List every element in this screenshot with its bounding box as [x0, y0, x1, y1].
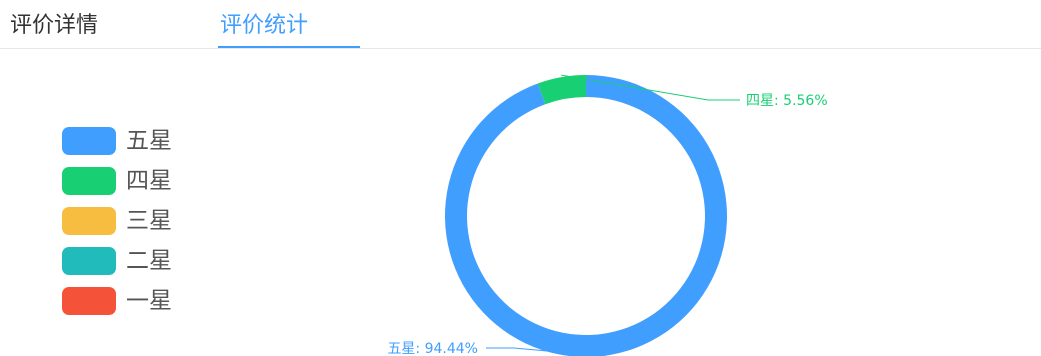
tab-review-statistics[interactable]: 评价统计	[220, 13, 309, 38]
legend-label-five-star: 五星	[126, 128, 172, 154]
legend-item-two-star[interactable]: 二星	[62, 246, 222, 276]
legend-label-one-star: 一星	[126, 288, 172, 314]
legend-item-one-star[interactable]: 一星	[62, 286, 222, 316]
slice-callouts: 五星: 94.44% 四星: 5.56%	[387, 74, 828, 356]
legend-label-two-star: 二星	[126, 248, 172, 274]
slice-label-five-star: 五星: 94.44%	[387, 341, 478, 356]
slice-label-four-star: 四星: 5.56%	[746, 93, 828, 109]
donut-slice-0[interactable]	[445, 75, 727, 356]
legend-item-three-star[interactable]: 三星	[62, 206, 222, 236]
legend-swatch-one-star	[62, 287, 116, 315]
legend-swatch-five-star	[62, 127, 116, 155]
legend-item-five-star[interactable]: 五星	[62, 126, 222, 156]
donut-slice-1[interactable]	[537, 75, 586, 105]
legend-swatch-two-star	[62, 247, 116, 275]
legend-item-four-star[interactable]: 四星	[62, 166, 222, 196]
callout-line-five-star	[486, 347, 608, 356]
donut-slices	[445, 75, 727, 356]
legend-swatch-four-star	[62, 167, 116, 195]
legend-label-four-star: 四星	[126, 168, 172, 194]
tab-review-details[interactable]: 评价详情	[10, 13, 99, 38]
active-tab-indicator	[218, 46, 360, 48]
callout-line-four-star	[561, 74, 740, 101]
legend-label-three-star: 三星	[126, 208, 172, 234]
legend-swatch-three-star	[62, 207, 116, 235]
tab-bar: 评价详情 评价统计	[0, 0, 1041, 49]
